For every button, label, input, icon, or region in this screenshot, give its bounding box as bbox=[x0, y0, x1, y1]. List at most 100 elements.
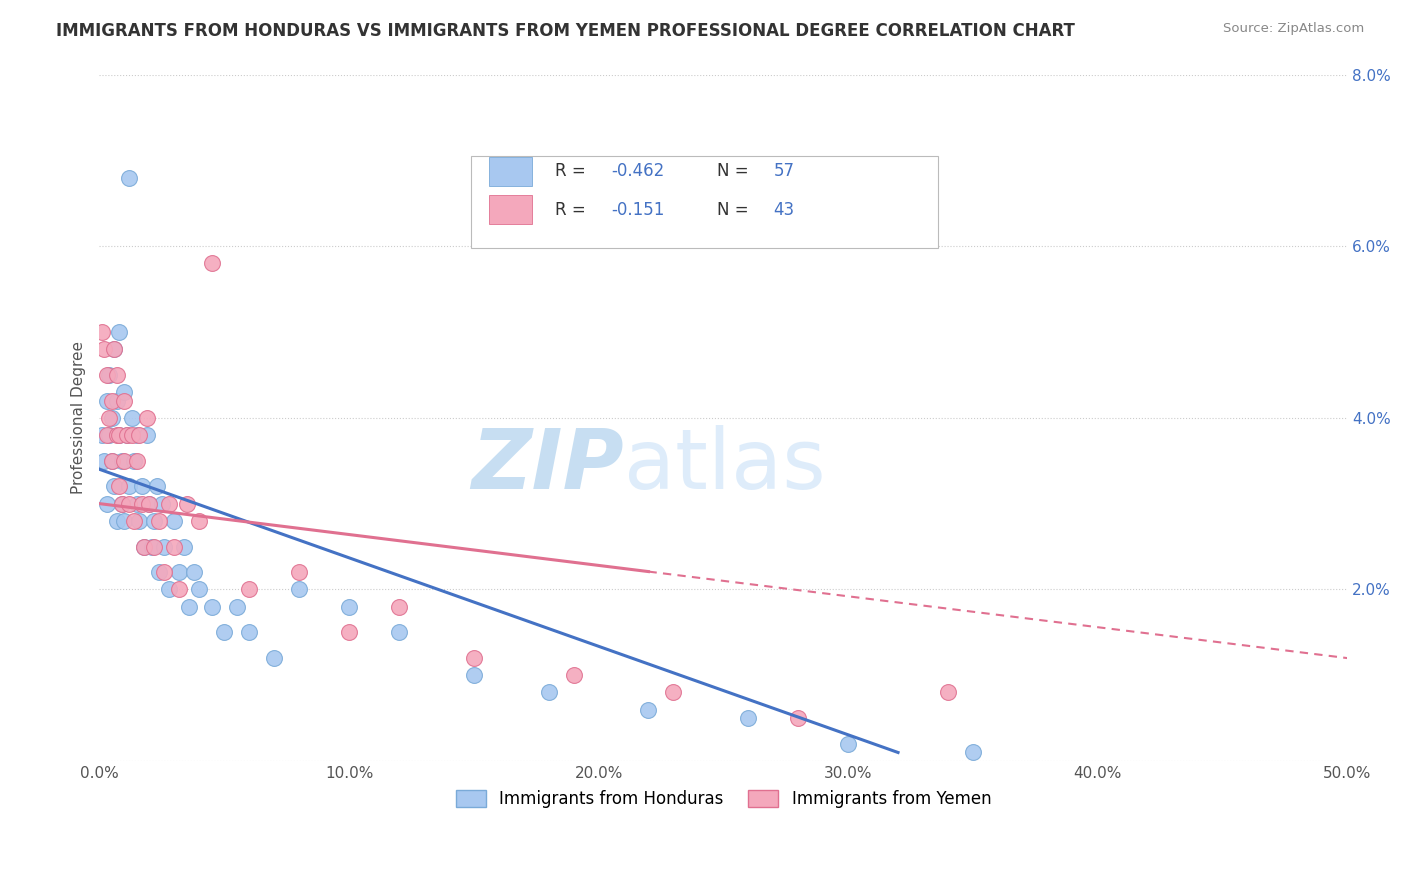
Point bbox=[212, 625, 235, 640]
Text: 43: 43 bbox=[773, 201, 794, 219]
Point bbox=[103, 479, 125, 493]
Point bbox=[103, 342, 125, 356]
Point bbox=[112, 453, 135, 467]
Point bbox=[388, 599, 411, 614]
Point bbox=[936, 685, 959, 699]
Y-axis label: Professional Degree: Professional Degree bbox=[72, 342, 86, 494]
Point bbox=[176, 497, 198, 511]
Point bbox=[112, 514, 135, 528]
Point bbox=[157, 497, 180, 511]
Point bbox=[238, 582, 260, 597]
Text: ZIP: ZIP bbox=[471, 425, 623, 507]
Point bbox=[463, 651, 485, 665]
Point bbox=[111, 497, 134, 511]
Point bbox=[96, 497, 118, 511]
Point bbox=[153, 540, 176, 554]
Point bbox=[118, 479, 141, 493]
Point bbox=[105, 368, 128, 382]
Text: -0.462: -0.462 bbox=[612, 162, 664, 180]
Point bbox=[98, 410, 121, 425]
Point bbox=[143, 540, 166, 554]
Point bbox=[225, 599, 247, 614]
Point bbox=[143, 514, 166, 528]
Point bbox=[98, 428, 121, 442]
Point bbox=[96, 428, 118, 442]
Point bbox=[388, 625, 411, 640]
Point bbox=[163, 540, 186, 554]
Text: -0.151: -0.151 bbox=[612, 201, 665, 219]
Point bbox=[138, 497, 160, 511]
Point bbox=[111, 453, 134, 467]
Point bbox=[138, 497, 160, 511]
Point bbox=[128, 428, 150, 442]
Point bbox=[183, 566, 205, 580]
Point bbox=[962, 746, 984, 760]
Point bbox=[118, 170, 141, 185]
Point bbox=[141, 540, 163, 554]
Point bbox=[263, 651, 285, 665]
Point bbox=[169, 566, 191, 580]
Point bbox=[148, 514, 170, 528]
Point bbox=[463, 668, 485, 682]
Point bbox=[135, 428, 157, 442]
Point bbox=[153, 566, 176, 580]
Point bbox=[131, 497, 153, 511]
Point bbox=[173, 540, 195, 554]
Point bbox=[124, 453, 146, 467]
Point bbox=[148, 566, 170, 580]
Point bbox=[169, 582, 191, 597]
Point bbox=[737, 711, 759, 725]
Point bbox=[115, 428, 138, 442]
Text: atlas: atlas bbox=[623, 425, 825, 507]
Point bbox=[125, 428, 148, 442]
Point bbox=[238, 625, 260, 640]
Point bbox=[157, 582, 180, 597]
Point bbox=[112, 385, 135, 400]
Point bbox=[96, 393, 118, 408]
Point bbox=[662, 685, 685, 699]
Point bbox=[93, 342, 115, 356]
Point bbox=[125, 497, 148, 511]
Point bbox=[124, 514, 146, 528]
Point bbox=[101, 410, 124, 425]
Point bbox=[108, 428, 131, 442]
Point bbox=[188, 582, 211, 597]
Text: Source: ZipAtlas.com: Source: ZipAtlas.com bbox=[1223, 22, 1364, 36]
Text: 57: 57 bbox=[773, 162, 794, 180]
Point bbox=[837, 737, 859, 751]
Point bbox=[150, 497, 173, 511]
Point bbox=[637, 702, 659, 716]
Point bbox=[537, 685, 560, 699]
Point bbox=[134, 540, 156, 554]
Point bbox=[118, 497, 141, 511]
Text: R =: R = bbox=[555, 162, 591, 180]
Point bbox=[146, 479, 169, 493]
Point bbox=[101, 453, 124, 467]
Point bbox=[131, 479, 153, 493]
Text: IMMIGRANTS FROM HONDURAS VS IMMIGRANTS FROM YEMEN PROFESSIONAL DEGREE CORRELATIO: IMMIGRANTS FROM HONDURAS VS IMMIGRANTS F… bbox=[56, 22, 1076, 40]
Point bbox=[288, 566, 311, 580]
Point bbox=[163, 514, 186, 528]
Point bbox=[115, 428, 138, 442]
Point bbox=[103, 342, 125, 356]
Point bbox=[111, 497, 134, 511]
Point bbox=[201, 599, 224, 614]
Point bbox=[101, 453, 124, 467]
Point bbox=[93, 453, 115, 467]
Point bbox=[179, 599, 201, 614]
Point bbox=[121, 410, 143, 425]
Point bbox=[105, 393, 128, 408]
Point bbox=[288, 582, 311, 597]
Point bbox=[337, 599, 360, 614]
Legend: Immigrants from Honduras, Immigrants from Yemen: Immigrants from Honduras, Immigrants fro… bbox=[449, 783, 998, 814]
Point bbox=[135, 410, 157, 425]
FancyBboxPatch shape bbox=[489, 195, 533, 224]
Point bbox=[108, 428, 131, 442]
Point bbox=[128, 514, 150, 528]
Point bbox=[90, 428, 112, 442]
Point bbox=[90, 325, 112, 339]
Point bbox=[112, 393, 135, 408]
Point bbox=[787, 711, 810, 725]
Text: N =: N = bbox=[717, 201, 754, 219]
Point bbox=[134, 540, 156, 554]
